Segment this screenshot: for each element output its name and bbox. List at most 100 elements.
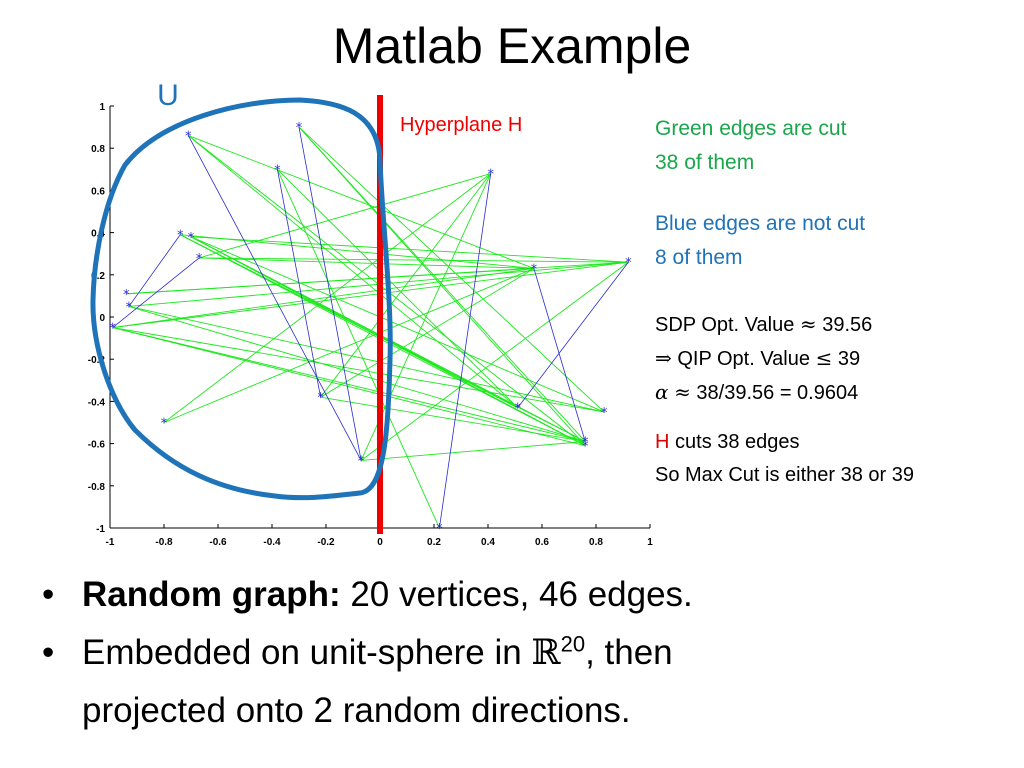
y-tick-label: 1 [99, 102, 105, 113]
vertex-marker: * [582, 435, 589, 450]
uncut-edges-note: Blue edges are not cut 8 of them [655, 207, 865, 275]
qip-prefix: QIP Opt. Value [677, 348, 810, 370]
plot-vertices: *** ** *** ******** **** [109, 121, 632, 537]
bullet-random-graph-text: 20 vertices, 46 edges. [350, 575, 693, 614]
vertex-marker: * [436, 522, 443, 537]
x-tick-label: -0.2 [317, 537, 335, 548]
uncut-edge [187, 135, 362, 461]
cut-edge [298, 126, 586, 447]
vertex-marker: * [625, 256, 632, 271]
cut-edge [128, 306, 605, 413]
plot-axes: -1 -0.8 -0.6 -0.4 -0.2 0 0.2 0.4 0.6 0.8 1 1 0.8 0.6 0… [88, 102, 653, 548]
alpha-value: 38/39.56 = 0.9604 [696, 382, 859, 404]
h-cuts-line: H cuts 38 edges [655, 426, 914, 459]
cut-edge [276, 169, 440, 529]
cut-edge [112, 261, 629, 328]
cut-edge [190, 236, 629, 263]
y-tick-label: -0.6 [88, 440, 106, 451]
cut-edges-line1: Green edges are cut [655, 117, 847, 140]
x-tick-label: 0 [377, 537, 383, 548]
set-u-label: U [157, 79, 179, 112]
vertex-marker: * [188, 231, 195, 246]
cut-edge [361, 441, 586, 461]
vertex-marker: * [296, 121, 303, 136]
bullet-dot-icon: • [42, 575, 55, 614]
vertex-marker: * [601, 406, 608, 421]
maxcut-line: So Max Cut is either 38 or 39 [655, 464, 915, 486]
bullet-embedding-text: Embedded on unit-sphere in [82, 633, 522, 672]
vertex-marker: * [126, 300, 133, 315]
vertex-marker: * [196, 252, 203, 267]
bullet-list: • Random graph: 20 vertices, 46 edges. •… [42, 566, 693, 740]
bullet-random-graph: • Random graph: 20 vertices, 46 edges. [42, 566, 693, 624]
vertex-marker: * [514, 402, 521, 417]
cut-edge [190, 236, 518, 409]
qip-value: 39 [837, 348, 861, 370]
cut-edge [180, 234, 534, 269]
cut-edge [188, 135, 518, 409]
h-letter: H [655, 431, 670, 453]
cut-edge [112, 327, 605, 413]
cut-edge [163, 173, 491, 423]
cut-edge [128, 306, 586, 442]
cut-edge [188, 135, 535, 269]
y-tick-label: 0.2 [91, 271, 105, 282]
uncut-edges-line2: 8 of them [655, 246, 743, 269]
cut-edge [179, 234, 518, 409]
x-tick-label: 0.2 [427, 537, 441, 548]
y-tick-label: -0.8 [88, 482, 106, 493]
cut-edge [320, 173, 492, 398]
cut-edges-line2: 38 of them [655, 151, 755, 174]
uncut-edge [439, 173, 492, 529]
uncut-edge [277, 169, 321, 398]
alpha-line: α ≈ 38/39.56 = 0.9604 [655, 376, 872, 410]
x-tick-label: 0.8 [589, 537, 603, 548]
x-tick-label: 1 [647, 537, 653, 548]
cut-edge [126, 268, 534, 295]
alpha-symbol: α [655, 380, 669, 404]
leq-symbol: ≤ [815, 346, 833, 370]
vertex-marker: * [582, 440, 589, 455]
cut-edge [199, 257, 534, 269]
bullet-embedding-line2: projected onto 2 random directions. [82, 691, 631, 730]
sdp-value: 39.56 [822, 314, 873, 336]
maxcut-note: H cuts 38 edges So Max Cut is either 38 … [655, 426, 914, 492]
set-u-curve [90, 97, 393, 501]
uncut-edge [112, 257, 200, 328]
bullet-embedding-cont: projected onto 2 random directions. [42, 682, 693, 740]
uncut-edge [128, 234, 181, 307]
cut-edge [163, 268, 535, 423]
cut-edge [320, 396, 586, 442]
uncut-edge [298, 127, 362, 461]
y-tick-label: -0.4 [88, 397, 106, 408]
x-tick-label: -0.4 [263, 537, 281, 548]
vertex-marker: * [531, 262, 538, 277]
vertex-marker: * [358, 454, 365, 469]
reals-symbol: ℝ [531, 633, 561, 673]
cut-edge [112, 327, 586, 442]
x-tick-label: -0.6 [209, 537, 227, 548]
cut-edge [277, 168, 519, 409]
vertex-marker: * [161, 417, 168, 432]
qip-line: ⇒ QIP Opt. Value ≤ 39 [655, 342, 872, 376]
cut-edges-note: Green edges are cut 38 of them [655, 112, 846, 180]
plot-edges [112, 126, 629, 529]
dimension-superscript: 20 [560, 631, 586, 657]
vertex-marker: * [317, 391, 324, 406]
x-tick-label: -1 [106, 537, 115, 548]
x-tick-label: 0.4 [481, 537, 495, 548]
approx-symbol: ≈ [799, 312, 817, 336]
cut-edge [298, 126, 605, 413]
x-tick-label: 0.6 [535, 537, 549, 548]
cut-edge [320, 268, 535, 398]
sdp-prefix: SDP Opt. Value [655, 314, 795, 336]
y-tick-label: 0.6 [91, 186, 105, 197]
vertex-marker: * [487, 168, 494, 183]
bullet-dot-icon: • [42, 633, 55, 672]
alpha-approx-symbol: ≈ [674, 380, 691, 404]
y-tick-label: -1 [96, 524, 105, 535]
graph-plot: -1 -0.8 -0.6 -0.4 -0.2 0 0.2 0.4 0.6 0.8 1 1 0.8 0.6 0… [88, 79, 653, 548]
cut-edge [360, 261, 629, 461]
y-tick-label: -0.2 [88, 355, 106, 366]
vertex-marker: * [177, 229, 184, 244]
